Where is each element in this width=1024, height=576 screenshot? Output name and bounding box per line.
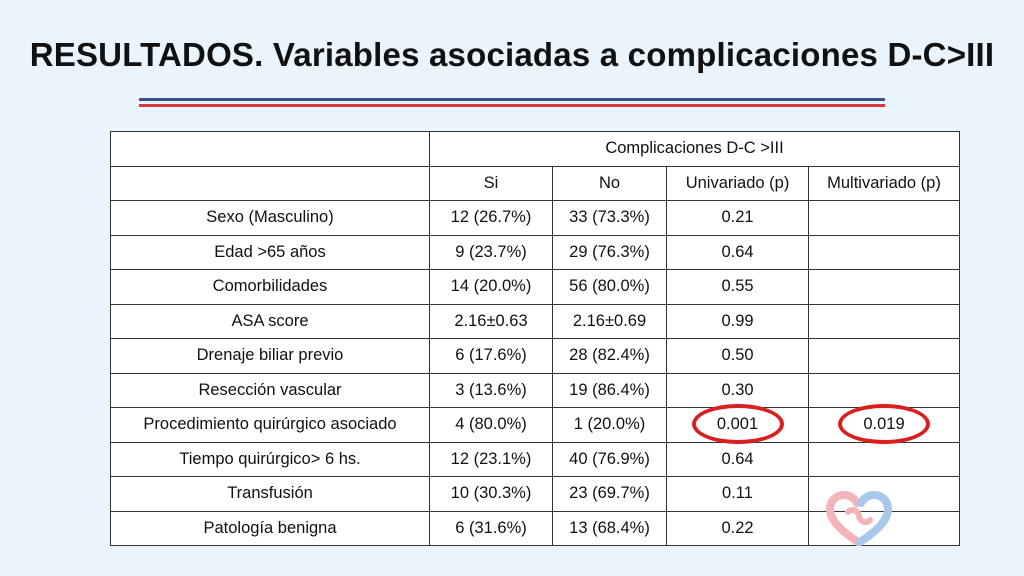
- column-header-multivariado: Multivariado (p): [808, 165, 960, 201]
- table-row-highlighted: Procedimiento quirúrgico asociado 4 (80.…: [110, 403, 960, 444]
- si-cell: 6 (17.6%): [429, 338, 553, 374]
- variable-cell: Sexo (Masculino): [110, 200, 430, 236]
- si-cell: 14 (20.0%): [429, 269, 553, 305]
- column-header-univariado: Univariado (p): [666, 165, 809, 201]
- table-row: Sexo (Masculino) 12 (26.7%) 33 (73.3%) 0…: [110, 200, 960, 236]
- group-header-row: Complicaciones D-C >III: [110, 131, 960, 167]
- no-cell: 13 (68.4%): [552, 510, 667, 546]
- univariado-cell: 0.64: [666, 234, 809, 270]
- no-cell: 19 (86.4%): [552, 372, 667, 408]
- multivariado-cell: [808, 269, 960, 305]
- multivariado-cell: [808, 372, 960, 408]
- variable-cell: Tiempo quirúrgico> 6 hs.: [110, 441, 430, 477]
- variable-cell: Resección vascular: [110, 372, 430, 408]
- univariado-cell: 0.55: [666, 269, 809, 305]
- si-cell: 2.16±0.63: [429, 303, 553, 339]
- univariado-cell: 0.64: [666, 441, 809, 477]
- si-cell: 12 (26.7%): [429, 200, 553, 236]
- multivariado-cell: [808, 234, 960, 270]
- title-rule-red: [139, 104, 885, 107]
- si-cell: 3 (13.6%): [429, 372, 553, 408]
- no-cell: 23 (69.7%): [552, 476, 667, 512]
- no-cell: 56 (80.0%): [552, 269, 667, 305]
- variable-cell: Patología benigna: [110, 510, 430, 546]
- multivariado-cell: [808, 200, 960, 236]
- variable-cell: Drenaje biliar previo: [110, 338, 430, 374]
- slide-title: RESULTADOS. Variables asociadas a compli…: [29, 36, 995, 73]
- si-cell: 4 (80.0%): [429, 407, 553, 443]
- si-cell: 12 (23.1%): [429, 441, 553, 477]
- results-table: Complicaciones D-C >III Si No Univariado…: [110, 131, 960, 546]
- header-empty-cell: [110, 131, 430, 167]
- highlight-ring: [838, 403, 930, 444]
- si-cell: 6 (31.6%): [429, 510, 553, 546]
- multivariado-cell: [808, 338, 960, 374]
- no-cell: 2.16±0.69: [552, 303, 667, 339]
- column-header-variable: [110, 165, 430, 201]
- table-row: Edad >65 años 9 (23.7%) 29 (76.3%) 0.64: [110, 234, 960, 270]
- univariado-cell: 0.99: [666, 303, 809, 339]
- no-cell: 33 (73.3%): [552, 200, 667, 236]
- variable-cell: Comorbilidades: [110, 269, 430, 305]
- table-row: Resección vascular 3 (13.6%) 19 (86.4%) …: [110, 372, 960, 408]
- no-cell: 29 (76.3%): [552, 234, 667, 270]
- no-cell: 1 (20.0%): [552, 407, 667, 443]
- highlight-ring: [691, 403, 784, 444]
- heart-logo-icon: [826, 490, 893, 546]
- column-header-row: Si No Univariado (p) Multivariado (p): [110, 165, 960, 201]
- table-row: ASA score 2.16±0.63 2.16±0.69 0.99: [110, 303, 960, 339]
- univariado-cell: 0.22: [666, 510, 809, 546]
- group-header-cell: Complicaciones D-C >III: [429, 131, 960, 167]
- variable-cell: Edad >65 años: [110, 234, 430, 270]
- table-row: Patología benigna 6 (31.6%) 13 (68.4%) 0…: [110, 510, 960, 546]
- table-row: Tiempo quirúrgico> 6 hs. 12 (23.1%) 40 (…: [110, 441, 960, 477]
- no-cell: 28 (82.4%): [552, 338, 667, 374]
- univariado-cell: 0.30: [666, 372, 809, 408]
- table-row: Drenaje biliar previo 6 (17.6%) 28 (82.4…: [110, 338, 960, 374]
- multivariado-cell: [808, 303, 960, 339]
- univariado-cell: 0.21: [666, 200, 809, 236]
- table-row: Comorbilidades 14 (20.0%) 56 (80.0%) 0.5…: [110, 269, 960, 305]
- multivariado-cell-circled: 0.019: [808, 403, 960, 444]
- column-header-no: No: [552, 165, 667, 201]
- univariado-cell: 0.50: [666, 338, 809, 374]
- variable-cell: ASA score: [110, 303, 430, 339]
- univariado-cell-circled: 0.001: [666, 403, 809, 444]
- univariado-cell: 0.11: [666, 476, 809, 512]
- title-rule-blue: [139, 98, 885, 101]
- multivariado-cell: [808, 441, 960, 477]
- variable-cell: Procedimiento quirúrgico asociado: [110, 407, 430, 443]
- no-cell: 40 (76.9%): [552, 441, 667, 477]
- variable-cell: Transfusión: [110, 476, 430, 512]
- column-header-si: Si: [429, 165, 553, 201]
- si-cell: 10 (30.3%): [429, 476, 553, 512]
- si-cell: 9 (23.7%): [429, 234, 553, 270]
